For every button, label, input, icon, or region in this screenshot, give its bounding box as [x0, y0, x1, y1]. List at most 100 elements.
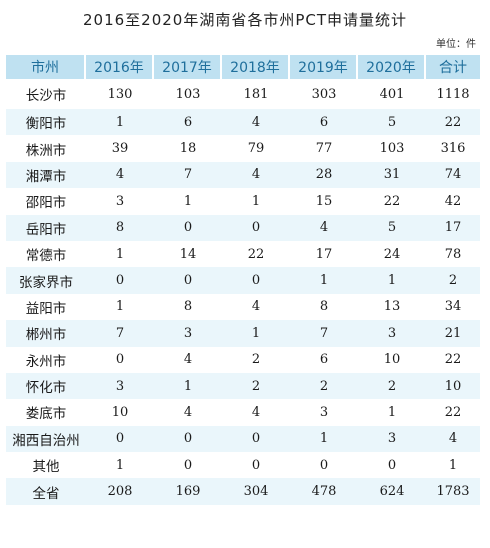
value-cell: 4 — [183, 404, 193, 420]
value-cell: 0 — [86, 267, 154, 294]
value-cell: 77 — [315, 141, 333, 157]
value-cell: 103 — [379, 141, 405, 157]
value-cell: 2 — [358, 372, 426, 400]
value-cell: 5 — [358, 109, 426, 136]
city-cell: 永州市 — [25, 353, 67, 370]
value-cell: 0 — [222, 425, 290, 453]
table-row: 张家界市 0 0 0 1 1 2 — [6, 267, 480, 294]
city-cell: 全省 — [6, 478, 86, 505]
value-cell: 1 — [183, 193, 193, 209]
value-cell: 4 — [86, 161, 154, 189]
value-cell: 22 — [383, 193, 401, 209]
value-cell: 3 — [319, 404, 329, 420]
total-cell: 1118 — [436, 86, 470, 102]
table-row: 湘潭市 4 7 4 28 31 74 — [6, 161, 480, 189]
city-cell: 郴州市 — [6, 320, 86, 347]
value-cell: 1 — [251, 193, 261, 209]
value-cell: 8 — [183, 299, 193, 315]
table-row: 衡阳市 1 6 4 6 5 22 — [6, 109, 480, 136]
table-row: 怀化市 3 1 2 2 2 10 — [6, 372, 480, 400]
value-cell: 8 — [86, 214, 154, 241]
value-cell: 0 — [222, 214, 290, 241]
total-cell: 2 — [426, 267, 480, 294]
value-cell: 3 — [358, 320, 426, 347]
header-cell-2016: 2016年 — [86, 55, 154, 79]
total-cell: 22 — [444, 404, 462, 420]
city-cell: 常德市 — [25, 248, 67, 265]
value-cell: 6 — [154, 109, 222, 136]
value-cell: 24 — [383, 246, 401, 262]
total-cell: 1 — [448, 457, 458, 473]
city-cell: 株洲市 — [25, 142, 67, 159]
value-cell: 28 — [290, 161, 358, 189]
value-cell: 0 — [251, 457, 261, 473]
value-cell: 169 — [154, 478, 222, 505]
value-cell: 0 — [154, 425, 222, 453]
value-cell: 3 — [115, 193, 125, 209]
value-cell: 624 — [358, 478, 426, 505]
total-cell: 74 — [426, 161, 480, 189]
city-cell: 长沙市 — [25, 88, 67, 104]
value-cell: 31 — [358, 161, 426, 189]
value-cell: 0 — [319, 457, 329, 473]
value-cell: 1 — [387, 404, 397, 420]
header-cell-total: 合计 — [426, 55, 480, 79]
table-row: 益阳市 1 8 4 8 13 34 — [6, 294, 480, 320]
table-row: 邵阳市 3 1 1 15 22 42 — [6, 188, 480, 214]
value-cell: 6 — [290, 109, 358, 136]
value-cell: 7 — [290, 320, 358, 347]
unit-label: 单位：件 — [436, 39, 476, 50]
city-cell: 湘潭市 — [6, 161, 86, 189]
value-cell: 2 — [222, 372, 290, 400]
value-cell: 5 — [358, 214, 426, 241]
pct-table: 市州 2016年 2017年 2018年 2019年 2020年 合计 长沙市 1… — [6, 55, 480, 505]
value-cell: 4 — [251, 299, 261, 315]
city-cell: 衡阳市 — [6, 109, 86, 136]
value-cell: 130 — [107, 86, 133, 102]
table-row: 其他 1 0 0 0 0 1 — [6, 452, 480, 478]
table-row: 郴州市 7 3 1 7 3 21 — [6, 320, 480, 347]
value-cell: 7 — [86, 320, 154, 347]
value-cell: 15 — [315, 193, 333, 209]
table-row: 长沙市 130 103 181 303 401 1118 — [6, 79, 480, 109]
table-row: 永州市 0 4 2 6 10 22 — [6, 347, 480, 373]
value-cell: 0 — [222, 267, 290, 294]
value-cell: 478 — [290, 478, 358, 505]
value-cell: 103 — [175, 86, 201, 102]
value-cell: 1 — [290, 425, 358, 453]
value-cell: 14 — [179, 246, 197, 262]
value-cell: 1 — [358, 267, 426, 294]
city-cell: 益阳市 — [25, 300, 67, 317]
value-cell: 3 — [154, 320, 222, 347]
value-cell: 0 — [154, 267, 222, 294]
table-body: 长沙市 130 103 181 303 401 1118 衡阳市 1 6 4 6 5 22 株洲市 39 18 7… — [6, 79, 480, 505]
total-cell: 4 — [426, 425, 480, 453]
value-cell: 10 — [111, 404, 129, 420]
table-row: 常德市 1 14 22 17 24 78 — [6, 241, 480, 267]
value-cell: 208 — [86, 478, 154, 505]
value-cell: 2 — [290, 372, 358, 400]
total-cell: 22 — [444, 352, 462, 368]
value-cell: 18 — [179, 141, 197, 157]
city-cell: 张家界市 — [6, 267, 86, 294]
value-cell: 401 — [379, 86, 405, 102]
value-cell: 2 — [251, 352, 261, 368]
value-cell: 22 — [247, 246, 265, 262]
total-cell: 10 — [426, 372, 480, 400]
value-cell: 3 — [86, 372, 154, 400]
total-cell: 78 — [444, 246, 462, 262]
value-cell: 304 — [222, 478, 290, 505]
value-cell: 1 — [154, 372, 222, 400]
header-cell-2017: 2017年 — [154, 55, 222, 79]
value-cell: 7 — [154, 161, 222, 189]
value-cell: 4 — [251, 404, 261, 420]
table-row: 株洲市 39 18 79 77 103 316 — [6, 135, 480, 161]
total-cell: 1783 — [426, 478, 480, 505]
city-cell: 邵阳市 — [25, 195, 67, 212]
value-cell: 0 — [183, 457, 193, 473]
value-cell: 0 — [387, 457, 397, 473]
value-cell: 4 — [222, 161, 290, 189]
value-cell: 3 — [358, 425, 426, 453]
city-cell: 娄底市 — [25, 406, 67, 423]
table-row: 岳阳市 8 0 0 4 5 17 — [6, 214, 480, 241]
